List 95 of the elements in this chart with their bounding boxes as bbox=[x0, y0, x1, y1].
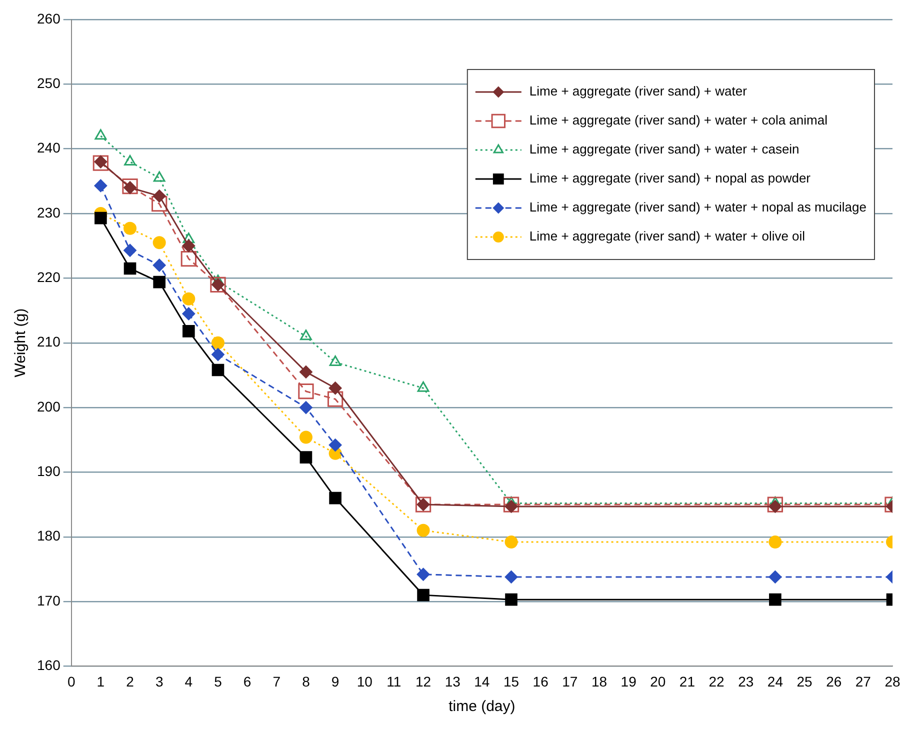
point bbox=[94, 179, 108, 192]
x-tick-label: 8 bbox=[302, 673, 310, 690]
y-tick-label: 210 bbox=[37, 334, 61, 350]
point bbox=[152, 258, 166, 272]
y-tick-label: 260 bbox=[37, 10, 61, 26]
legend-label: Lime + aggregate (river sand) + water + nopal as mucilage bbox=[529, 200, 867, 215]
point bbox=[182, 292, 196, 306]
x-tick-label: 15 bbox=[503, 673, 520, 690]
point bbox=[212, 364, 224, 376]
point bbox=[416, 524, 430, 537]
point bbox=[299, 401, 312, 414]
point bbox=[298, 384, 314, 400]
x-tick-label: 18 bbox=[591, 673, 608, 690]
x-tick-label: 1 bbox=[96, 673, 105, 690]
y-tick-label: 230 bbox=[37, 204, 61, 220]
point bbox=[768, 570, 782, 584]
x-tick-label: 21 bbox=[679, 673, 696, 690]
point bbox=[152, 196, 168, 212]
point bbox=[504, 500, 518, 513]
x-axis-title: time (day) bbox=[448, 698, 516, 716]
x-tick-label: 9 bbox=[331, 673, 340, 690]
y-tick-label: 200 bbox=[37, 398, 61, 414]
point bbox=[182, 307, 196, 320]
point bbox=[94, 212, 107, 224]
y-tick-label: 190 bbox=[37, 463, 61, 480]
point bbox=[124, 262, 136, 275]
point bbox=[182, 325, 195, 338]
point bbox=[503, 496, 520, 512]
point bbox=[124, 244, 137, 257]
x-tick-label: 17 bbox=[562, 673, 578, 690]
point bbox=[182, 239, 196, 252]
point bbox=[211, 336, 224, 350]
point bbox=[329, 492, 342, 504]
legend-label: Lime + aggregate (river sand) + water + olive oil bbox=[529, 228, 806, 244]
point bbox=[769, 593, 782, 606]
x-tick-label: 4 bbox=[184, 673, 193, 690]
point bbox=[505, 593, 518, 606]
point bbox=[504, 536, 518, 549]
point bbox=[152, 236, 166, 250]
x-tick-label: 10 bbox=[356, 673, 373, 690]
point bbox=[329, 356, 342, 366]
x-tick-label: 16 bbox=[532, 673, 549, 690]
x-tick-label: 22 bbox=[708, 673, 725, 690]
legend-label: Lime + aggregate (river sand) + water bbox=[529, 84, 748, 99]
x-tick-label: 14 bbox=[474, 673, 490, 690]
x-tick-label: 0 bbox=[67, 673, 76, 690]
x-tick-label: 19 bbox=[620, 673, 637, 690]
point bbox=[417, 588, 430, 602]
point bbox=[153, 276, 166, 288]
x-tick-label: 6 bbox=[243, 673, 252, 690]
point bbox=[328, 438, 342, 452]
point bbox=[768, 500, 782, 513]
y-axis-title: Weight (g) bbox=[12, 308, 30, 378]
point bbox=[300, 330, 312, 340]
point bbox=[327, 391, 344, 407]
legend-label: Lime + aggregate (river sand) + nopal as powder bbox=[529, 170, 812, 186]
legend-label: Lime + aggregate (river sand) + water + casein bbox=[529, 142, 800, 157]
y-tick-label: 220 bbox=[37, 269, 61, 286]
x-tick-label: 26 bbox=[826, 673, 842, 690]
x-tick-label: 25 bbox=[796, 673, 813, 690]
x-tick-label: 2 bbox=[126, 673, 134, 690]
point bbox=[768, 536, 782, 549]
x-tick-label: 27 bbox=[855, 673, 872, 690]
x-tick-label: 20 bbox=[650, 673, 666, 690]
legend-label: Lime + aggregate (river sand) + water + cola animal bbox=[529, 112, 828, 128]
point bbox=[300, 451, 312, 464]
point bbox=[328, 382, 342, 395]
x-tick-label: 5 bbox=[214, 673, 222, 690]
point bbox=[299, 365, 312, 378]
y-tick-label: 180 bbox=[37, 528, 61, 544]
point bbox=[182, 232, 195, 244]
point bbox=[417, 381, 430, 392]
point bbox=[504, 570, 518, 584]
point bbox=[124, 155, 136, 166]
x-tick-label: 23 bbox=[738, 673, 754, 690]
x-tick-label: 11 bbox=[386, 673, 402, 690]
point bbox=[416, 568, 430, 581]
y-tick-label: 240 bbox=[37, 140, 61, 156]
point bbox=[124, 222, 137, 235]
y-tick-label: 160 bbox=[37, 657, 61, 674]
point bbox=[211, 348, 224, 361]
x-tick-label: 3 bbox=[155, 673, 164, 690]
y-tick-label: 250 bbox=[37, 75, 61, 92]
point bbox=[180, 250, 196, 267]
point bbox=[153, 171, 166, 182]
y-tick-label: 170 bbox=[37, 592, 61, 608]
point bbox=[767, 496, 784, 512]
x-tick-label: 24 bbox=[767, 673, 784, 690]
x-tick-label: 13 bbox=[444, 673, 461, 690]
point bbox=[299, 430, 312, 444]
x-tick-label: 7 bbox=[272, 673, 281, 690]
point bbox=[94, 129, 107, 140]
x-tick-label: 28 bbox=[884, 673, 900, 690]
point bbox=[152, 190, 166, 203]
x-tick-label: 12 bbox=[415, 673, 432, 690]
